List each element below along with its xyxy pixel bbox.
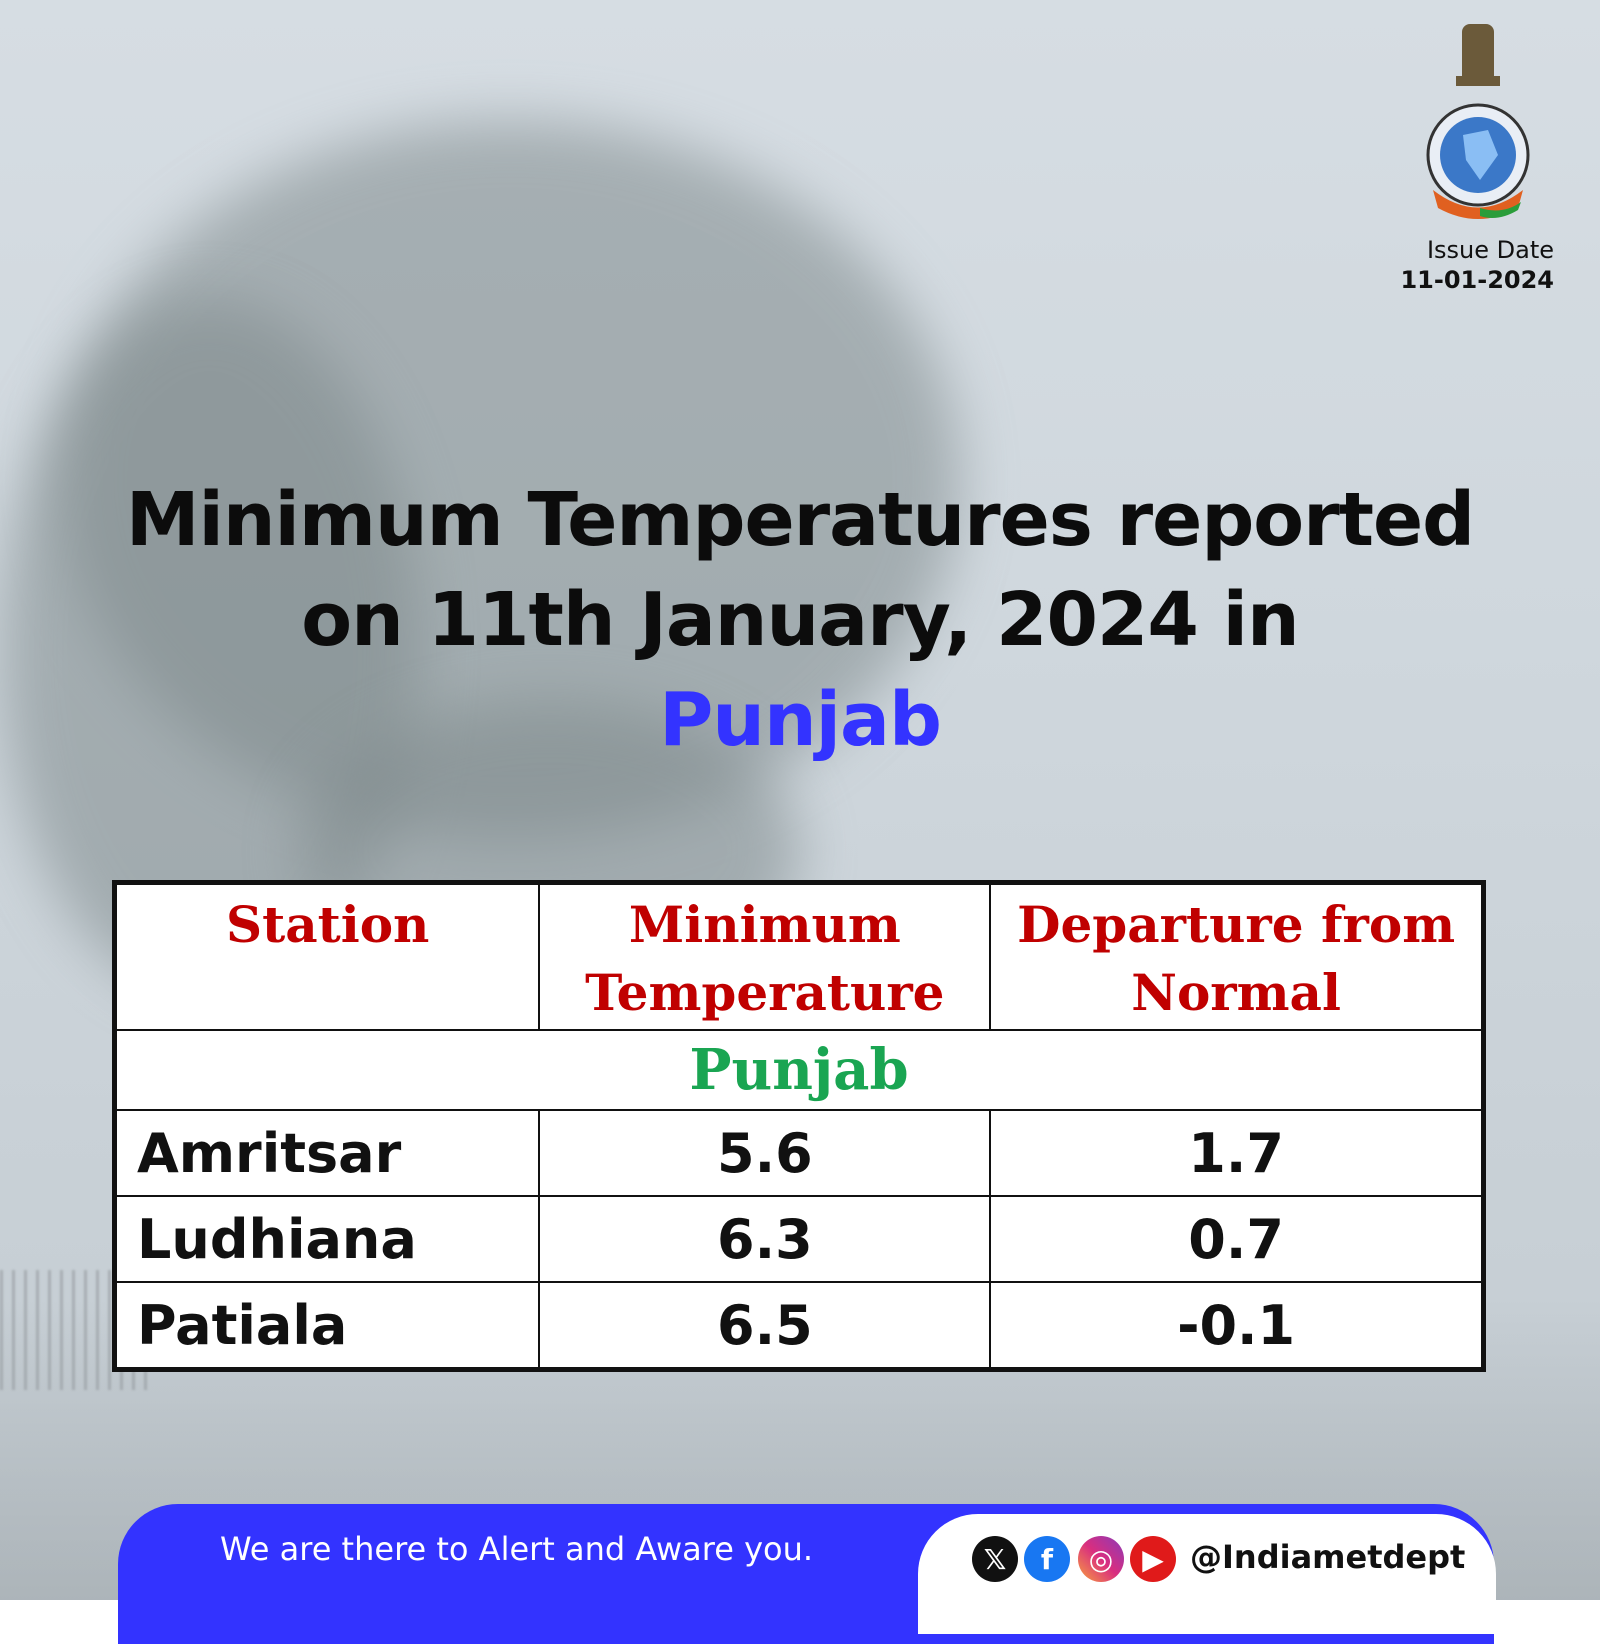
youtube-icon[interactable]: ▶: [1130, 1536, 1176, 1582]
min-temp-cell: 6.3: [538, 1195, 992, 1283]
table-row: Amritsar 5.6 1.7: [114, 1109, 1483, 1197]
title-line-2: on 11th January, 2024 in: [301, 577, 1299, 663]
issue-date-value: 11-01-2024: [1400, 266, 1554, 294]
header-departure: Departure from Normal: [989, 883, 1483, 1031]
x-icon[interactable]: 𝕏: [972, 1536, 1018, 1582]
station-cell: Amritsar: [114, 1109, 541, 1197]
group-row: Punjab: [115, 1029, 1483, 1111]
group-label: Punjab: [115, 1029, 1483, 1111]
facebook-icon[interactable]: f: [1024, 1536, 1070, 1582]
instagram-icon[interactable]: ◎: [1078, 1536, 1124, 1582]
imd-emblem-icon: [1426, 24, 1530, 219]
min-temp-cell: 6.5: [538, 1281, 992, 1369]
departure-cell: -0.1: [989, 1281, 1483, 1369]
min-temp-cell: 5.6: [538, 1109, 992, 1197]
page-title: Minimum Temperatures reported on 11th Ja…: [0, 470, 1600, 770]
table-row: Ludhiana 6.3 0.7: [114, 1195, 1483, 1283]
station-cell: Ludhiana: [114, 1195, 541, 1283]
title-line-1: Minimum Temperatures reported: [125, 477, 1475, 563]
issue-date-label: Issue Date: [1426, 236, 1554, 264]
table-row: Patiala 6.5 -0.1: [114, 1281, 1483, 1369]
title-state: Punjab: [659, 677, 942, 763]
departure-cell: 0.7: [989, 1195, 1483, 1283]
social-handle[interactable]: @Indiametdept: [1190, 1538, 1466, 1576]
station-cell: Patiala: [114, 1281, 541, 1369]
footer-tagline: We are there to Alert and Aware you.: [220, 1530, 814, 1568]
temperature-table: Station Minimum Temperature Departure fr…: [112, 880, 1486, 1372]
header-min-temp: Minimum Temperature: [538, 883, 992, 1031]
departure-cell: 1.7: [989, 1109, 1483, 1197]
header-station: Station: [114, 883, 541, 1031]
table-header-row: Station Minimum Temperature Departure fr…: [114, 883, 1483, 1031]
